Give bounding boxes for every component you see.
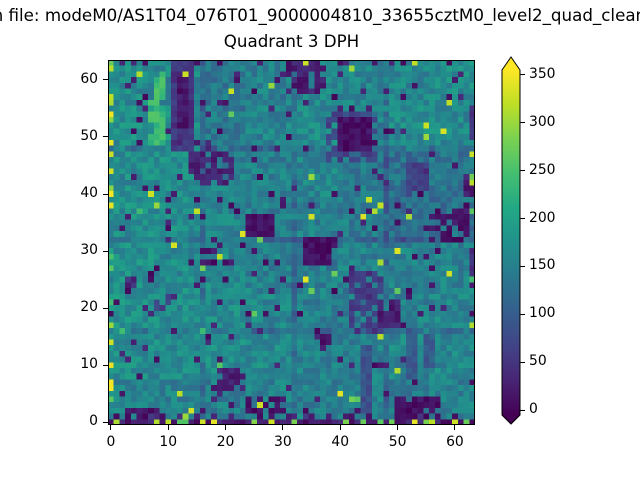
x-tick-mark: [167, 425, 169, 430]
heatmap-image: [108, 60, 475, 425]
x-tick-label: 40: [331, 434, 350, 450]
x-tick-mark: [225, 425, 227, 430]
colorbar-tick-mark: [520, 265, 525, 267]
colorbar-tick-label: 200: [529, 209, 556, 226]
colorbar: [501, 56, 521, 425]
colorbar-tick-mark: [520, 313, 525, 315]
colorbar-tick-label: 350: [529, 65, 556, 82]
x-tick-label: 0: [106, 434, 116, 450]
x-tick-mark: [454, 425, 456, 430]
y-tick-mark: [103, 79, 108, 81]
colorbar-tick-label: 300: [529, 113, 556, 130]
axes-title: Quadrant 3 DPH: [223, 31, 360, 51]
x-tick-mark: [397, 425, 399, 430]
y-tick-label: 50: [80, 128, 98, 145]
colorbar-tick-label: 0: [529, 401, 538, 418]
y-tick-mark: [103, 307, 108, 309]
y-tick-mark: [103, 250, 108, 252]
x-tick-label: 50: [388, 434, 407, 450]
figure-suptitle: From file: modeM0/AS1T04_076T01_90000048…: [0, 5, 640, 25]
x-tick-label: 20: [216, 434, 235, 450]
colorbar-tick-label: 250: [529, 161, 556, 178]
y-tick-mark: [103, 136, 108, 138]
colorbar-tick-mark: [520, 361, 525, 363]
colorbar-tick-mark: [520, 170, 525, 172]
x-tick-mark: [339, 425, 341, 430]
colorbar-tick-mark: [520, 122, 525, 124]
x-tick-label: 30: [274, 434, 292, 450]
y-tick-label: 10: [80, 356, 98, 373]
y-tick-label: 40: [80, 185, 98, 202]
y-tick-mark: [103, 364, 108, 366]
colorbar-tick-label: 100: [529, 305, 556, 322]
colorbar-tick-mark: [520, 74, 525, 76]
y-tick-mark: [103, 421, 108, 423]
y-tick-label: 60: [80, 71, 98, 87]
colorbar-tick-mark: [520, 409, 525, 411]
x-tick-label: 60: [446, 434, 464, 450]
x-tick-label: 10: [159, 434, 178, 450]
y-tick-label: 20: [80, 299, 98, 316]
y-tick-label: 0: [89, 413, 98, 430]
y-tick-label: 30: [80, 242, 98, 259]
colorbar-tick-label: 50: [529, 353, 547, 370]
y-tick-mark: [103, 193, 108, 195]
colorbar-gradient: [501, 56, 521, 425]
x-tick-mark: [282, 425, 284, 430]
colorbar-tick-mark: [520, 218, 525, 220]
x-tick-mark: [110, 425, 112, 430]
colorbar-tick-label: 150: [529, 257, 556, 274]
